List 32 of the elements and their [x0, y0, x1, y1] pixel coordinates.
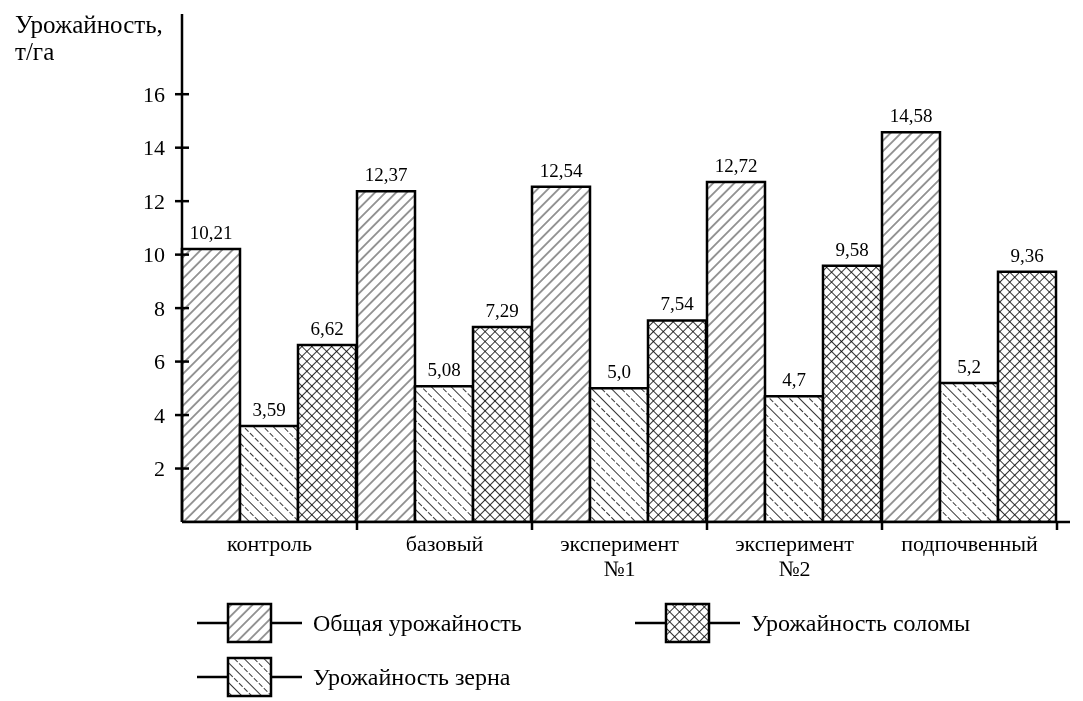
y-axis-title: Урожайность, т/га — [15, 11, 163, 65]
y-tick-label: 14 — [143, 135, 165, 161]
data-label: 12,37 — [364, 164, 408, 186]
data-label: 12,54 — [539, 159, 583, 181]
y-tick-label: 4 — [154, 402, 165, 428]
data-label: 4,7 — [782, 369, 806, 391]
x-tick-label: эксперимент №1 — [560, 531, 680, 581]
x-tick-label: базовый — [405, 531, 484, 556]
y-tick-label: 12 — [143, 188, 165, 214]
legend-label: Общая урожайность — [313, 609, 522, 637]
x-tick-label: контроль — [227, 531, 312, 556]
data-label: 5,0 — [607, 361, 631, 383]
data-label: 7,29 — [485, 300, 519, 322]
data-label: 7,54 — [660, 293, 695, 315]
data-label: 9,36 — [1010, 244, 1044, 266]
x-tick-label: эксперимент №2 — [735, 531, 855, 581]
y-tick-label: 10 — [143, 242, 165, 268]
legend-label: Урожайность соломы — [751, 609, 971, 637]
y-tick-label: 8 — [154, 295, 165, 321]
data-label: 5,08 — [427, 359, 461, 381]
data-label: 3,59 — [252, 399, 286, 421]
data-label: 6,62 — [310, 318, 344, 339]
x-tick-label: подпочвенный — [901, 531, 1039, 556]
y-tick-label: 16 — [143, 81, 165, 107]
legend-label: Урожайность зерна — [313, 663, 511, 691]
data-label: 10,21 — [189, 222, 233, 244]
data-label: 5,2 — [957, 355, 981, 377]
y-tick-label: 2 — [154, 456, 165, 482]
data-label: 9,58 — [835, 238, 869, 260]
data-label: 12,72 — [714, 154, 758, 176]
data-label: 14,58 — [889, 105, 933, 127]
y-tick-label: 6 — [154, 349, 165, 375]
